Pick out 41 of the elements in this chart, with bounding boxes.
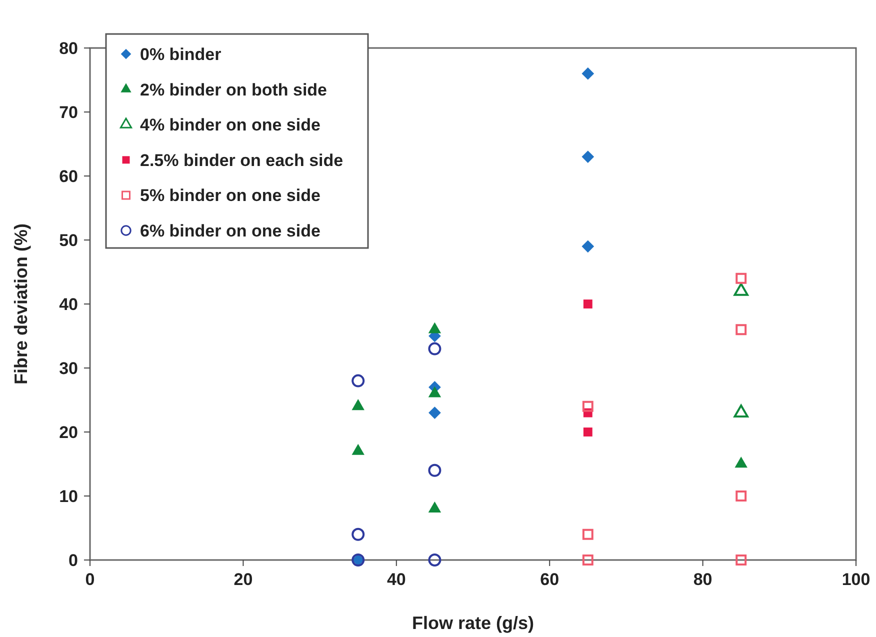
point [736, 490, 747, 502]
point [428, 554, 442, 566]
point [582, 67, 594, 80]
point [736, 324, 747, 336]
point [583, 428, 592, 436]
y-tick-label: 20 [59, 423, 78, 442]
legend-label: 4% binder on one side [140, 116, 320, 135]
legend-label: 5% binder on one side [140, 186, 320, 206]
point [736, 554, 747, 566]
legend-label: 6% binder on one side [140, 222, 320, 240]
y-tick-label: 80 [59, 39, 78, 58]
point [428, 464, 442, 477]
y-tick-label: 70 [59, 103, 78, 122]
x-tick-label: 100 [842, 570, 870, 589]
point [352, 374, 365, 388]
y-tick-label: 50 [59, 231, 78, 250]
y-tick-label: 0 [68, 551, 78, 570]
x-tick-label: 60 [540, 570, 560, 589]
x-tick-label: 80 [693, 570, 712, 589]
point [428, 342, 442, 356]
legend-label: 0% binder [140, 45, 222, 64]
point [736, 272, 747, 284]
legend-label: 2% binder on both side [140, 80, 328, 100]
point [582, 400, 594, 412]
point [582, 528, 594, 540]
y-tick-label: 30 [59, 359, 78, 378]
point [583, 300, 592, 308]
point [582, 554, 594, 566]
x-axis-title: Flow rate (g/s) [412, 613, 534, 633]
point [428, 406, 441, 419]
x-tick-label: 20 [234, 570, 253, 589]
x-tick-label: 0 [85, 570, 95, 589]
y-tick-label: 40 [59, 295, 78, 314]
point [582, 150, 594, 163]
legend-label: 2.5% binder on each side [140, 150, 344, 170]
y-tick-label: 10 [59, 487, 78, 506]
x-tick-label: 40 [386, 570, 406, 589]
y-tick-label: 60 [59, 167, 78, 186]
point [352, 528, 365, 541]
point [582, 240, 594, 253]
y-axis-title: Fibre deviation (%) [11, 223, 31, 385]
